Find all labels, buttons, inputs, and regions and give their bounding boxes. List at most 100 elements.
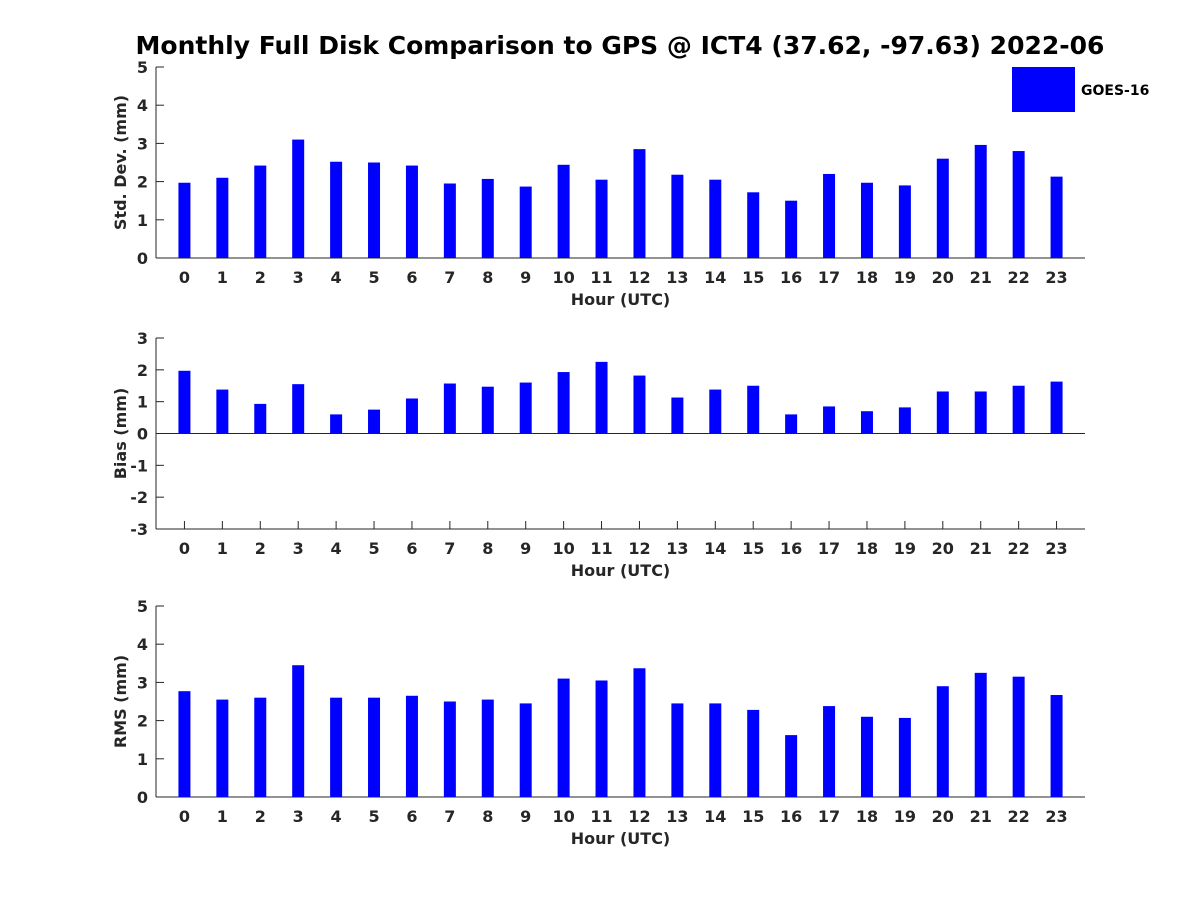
x-tick-label: 1	[217, 539, 228, 558]
x-tick-label: 12	[628, 807, 650, 826]
bar-hour-17	[823, 173, 836, 258]
y-tick-label: 0	[137, 788, 148, 807]
bar-hour-1	[216, 699, 229, 797]
bar-hour-12	[633, 375, 646, 434]
bar-hour-21	[974, 391, 987, 434]
bar-hour-14	[709, 389, 722, 434]
bar-hour-22	[1012, 385, 1025, 434]
bar-hour-0	[178, 182, 191, 258]
bar-hour-16	[785, 200, 798, 258]
x-tick-label: 13	[666, 807, 688, 826]
x-tick-label: 18	[856, 807, 878, 826]
legend-swatch-goes-16	[1012, 67, 1075, 112]
y-tick-label: 1	[137, 393, 148, 412]
bar-hour-22	[1012, 151, 1025, 258]
bar-hour-1	[216, 389, 229, 434]
bar-hour-3	[292, 384, 305, 434]
y-tick-label: 2	[137, 712, 148, 731]
bar-hour-11	[595, 179, 608, 258]
y-tick-label: 4	[137, 96, 148, 115]
bar-hour-2	[254, 403, 267, 434]
x-tick-label: 15	[742, 807, 764, 826]
bar-hour-15	[747, 385, 760, 434]
x-tick-label: 11	[590, 539, 612, 558]
x-tick-label: 20	[932, 268, 954, 287]
x-tick-label: 3	[293, 268, 304, 287]
y-tick-label: 2	[137, 361, 148, 380]
bar-hour-19	[898, 717, 911, 797]
bar-hour-6	[405, 165, 418, 258]
bar-hour-19	[898, 407, 911, 434]
x-tick-label: 22	[1008, 807, 1030, 826]
x-tick-label: 2	[255, 268, 266, 287]
x-tick-label: 19	[894, 807, 916, 826]
bar-hour-12	[633, 668, 646, 797]
bar-hour-15	[747, 192, 760, 258]
x-tick-label: 15	[742, 268, 764, 287]
x-axis-label: Hour (UTC)	[571, 829, 671, 848]
x-tick-label: 14	[704, 268, 726, 287]
y-tick-label: -2	[130, 488, 148, 507]
bar-hour-15	[747, 709, 760, 797]
bar-hour-23	[1050, 176, 1063, 258]
x-tick-label: 16	[780, 807, 802, 826]
bar-hour-17	[823, 706, 836, 797]
x-tick-label: 0	[179, 268, 190, 287]
x-tick-label: 10	[552, 807, 574, 826]
x-tick-label: 0	[179, 539, 190, 558]
x-tick-label: 7	[444, 539, 455, 558]
x-tick-label: 22	[1008, 268, 1030, 287]
y-tick-label: 4	[137, 635, 148, 654]
x-tick-label: 18	[856, 268, 878, 287]
x-tick-label: 10	[552, 539, 574, 558]
x-tick-label: 17	[818, 539, 840, 558]
x-tick-label: 16	[780, 268, 802, 287]
y-tick-label: 3	[137, 329, 148, 348]
x-tick-label: 19	[894, 539, 916, 558]
bar-hour-23	[1050, 695, 1063, 797]
y-axis-label: RMS (mm)	[111, 655, 130, 748]
x-tick-label: 5	[368, 807, 379, 826]
x-tick-label: 8	[482, 807, 493, 826]
bar-hour-22	[1012, 676, 1025, 797]
y-axis-label: Bias (mm)	[111, 388, 130, 480]
bar-hour-8	[481, 699, 494, 797]
bar-hour-5	[368, 409, 381, 434]
x-tick-label: 2	[255, 539, 266, 558]
x-tick-label: 23	[1045, 268, 1067, 287]
bar-hour-10	[557, 372, 570, 434]
bar-hour-12	[633, 149, 646, 258]
bar-hour-9	[519, 382, 532, 434]
x-tick-label: 4	[331, 807, 342, 826]
x-tick-label: 20	[932, 539, 954, 558]
y-tick-label: -1	[130, 456, 148, 475]
x-tick-label: 3	[293, 539, 304, 558]
y-tick-label: 3	[137, 134, 148, 153]
x-axis-label: Hour (UTC)	[571, 561, 671, 580]
bar-hour-7	[443, 183, 456, 258]
x-tick-label: 4	[331, 268, 342, 287]
bar-hour-21	[974, 672, 987, 797]
x-tick-label: 17	[818, 268, 840, 287]
x-tick-label: 5	[368, 539, 379, 558]
y-tick-label: 1	[137, 211, 148, 230]
bar-hour-13	[671, 703, 684, 797]
x-tick-label: 1	[217, 268, 228, 287]
bar-hour-10	[557, 678, 570, 797]
bar-hour-14	[709, 179, 722, 258]
bar-hour-0	[178, 370, 191, 434]
y-tick-label: 5	[137, 597, 148, 616]
bar-hour-17	[823, 406, 836, 434]
bar-hour-4	[330, 414, 343, 434]
x-tick-label: 21	[970, 268, 992, 287]
y-tick-label: 0	[137, 249, 148, 268]
bar-hour-11	[595, 361, 608, 434]
x-tick-label: 22	[1008, 539, 1030, 558]
bar-hour-11	[595, 680, 608, 797]
x-tick-label: 14	[704, 539, 726, 558]
x-tick-label: 21	[970, 807, 992, 826]
